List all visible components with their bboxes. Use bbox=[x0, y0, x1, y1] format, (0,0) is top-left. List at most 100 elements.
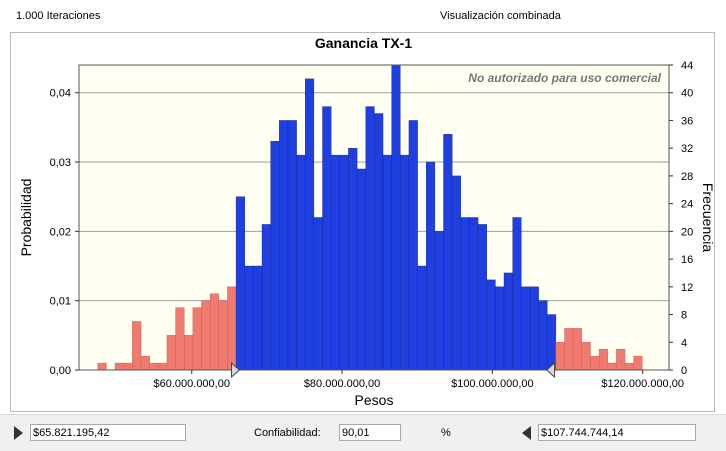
histogram-bar bbox=[503, 272, 513, 371]
y-right-tick-label: 36 bbox=[681, 115, 693, 127]
histogram-bar bbox=[356, 168, 366, 371]
tail-bar bbox=[123, 362, 133, 371]
x-tick-label: $100.000.000,00 bbox=[451, 378, 534, 390]
y-right-tick-label: 24 bbox=[681, 199, 693, 211]
y-left-tick-label: 0,00 bbox=[50, 365, 71, 377]
histogram-bar bbox=[469, 217, 479, 371]
x-tick-label: $80.000.000,00 bbox=[304, 378, 380, 390]
tail-bar bbox=[201, 300, 211, 371]
histogram-bar bbox=[313, 217, 323, 371]
histogram-bar bbox=[495, 286, 505, 371]
histogram-bar bbox=[374, 113, 384, 371]
histogram-bar bbox=[382, 154, 392, 371]
histogram-bar bbox=[330, 154, 341, 371]
y-right-tick-label: 32 bbox=[681, 143, 693, 155]
histogram-bar bbox=[408, 120, 418, 371]
tail-bar bbox=[633, 355, 643, 371]
lower-bound-input[interactable] bbox=[30, 424, 186, 441]
histogram-bar bbox=[426, 161, 436, 371]
upper-grabber-marker-icon bbox=[545, 361, 556, 379]
tail-bar bbox=[97, 362, 107, 371]
y-right-tick-label: 40 bbox=[681, 88, 693, 100]
y-left-tick-label: 0,04 bbox=[50, 88, 71, 100]
histogram-bar bbox=[296, 154, 306, 371]
tail-bar bbox=[218, 300, 228, 371]
tail-bar bbox=[624, 362, 634, 371]
tail-bar bbox=[166, 335, 176, 371]
tail-bar bbox=[175, 307, 185, 371]
histogram-bar bbox=[434, 231, 444, 371]
y-left-axis-title: Probabilidad bbox=[18, 179, 34, 257]
histogram-bar bbox=[477, 224, 487, 371]
histogram-bar bbox=[270, 141, 280, 371]
histogram-bar bbox=[547, 314, 557, 371]
tail-bar bbox=[598, 349, 608, 371]
tail-bar bbox=[132, 321, 142, 371]
histogram-bar bbox=[417, 265, 427, 371]
histogram-bar bbox=[460, 217, 470, 371]
y-right-axis-title: Frecuencia bbox=[700, 183, 716, 252]
histogram-bar bbox=[391, 64, 401, 371]
histogram-bar bbox=[365, 106, 375, 371]
tail-bar bbox=[607, 362, 617, 371]
percent-sign: % bbox=[441, 427, 451, 439]
histogram-bar bbox=[451, 175, 462, 371]
tail-bar bbox=[616, 349, 626, 371]
histogram-bar bbox=[486, 279, 496, 371]
certainty-label: Confiabilidad: bbox=[254, 427, 321, 439]
certainty-bar: Confiabilidad: % bbox=[0, 414, 726, 451]
histogram-chart: 0,00 0,01 0,02 0,03 0,04 0 4 8 12 16 20 24 28 32 36 40 4… bbox=[18, 60, 716, 408]
upper-grabber-icon[interactable] bbox=[522, 426, 531, 440]
y-left-tick-label: 0,02 bbox=[50, 226, 71, 238]
y-right-tick-label: 8 bbox=[681, 310, 687, 322]
y-right-tick-label: 16 bbox=[681, 254, 693, 266]
histogram-bar bbox=[244, 265, 254, 371]
y-right-tick-label: 12 bbox=[681, 282, 693, 294]
tail-bar bbox=[209, 293, 219, 371]
y-left-tick-label: 0,01 bbox=[50, 296, 71, 308]
watermark-text: No autorizado para uso comercial bbox=[468, 71, 661, 85]
histogram-bar bbox=[512, 217, 522, 371]
histogram-bar bbox=[305, 78, 315, 371]
histogram-bar bbox=[322, 106, 332, 371]
plot-border bbox=[78, 64, 670, 371]
upper-bound-input[interactable] bbox=[538, 424, 696, 441]
y-left-tick-label: 0,03 bbox=[50, 157, 71, 169]
histogram-bar bbox=[253, 265, 263, 371]
tail-bar bbox=[114, 362, 124, 371]
histogram-bar bbox=[339, 154, 349, 371]
chart-panel: Ganancia TX-1 0,00 0,01 0,02 0,03 0,04 0 4 8 12 1… bbox=[10, 32, 716, 412]
tail-bar bbox=[572, 328, 583, 371]
histogram-bar bbox=[261, 224, 271, 371]
histogram-bar bbox=[529, 286, 539, 371]
histogram-bar bbox=[235, 196, 245, 371]
x-tick-label: $60.000.000,00 bbox=[154, 378, 230, 390]
y-right-tick-label: 20 bbox=[681, 226, 693, 238]
tail-bar bbox=[590, 355, 600, 371]
certainty-input[interactable] bbox=[339, 424, 401, 441]
lower-grabber-marker-icon bbox=[230, 361, 241, 379]
tail-bar bbox=[158, 362, 168, 371]
tail-bar bbox=[184, 335, 194, 371]
tail-bar bbox=[149, 362, 159, 371]
tail-bar bbox=[140, 355, 150, 371]
histogram-bar bbox=[348, 147, 358, 371]
trials-count: 1.000 Iteraciones bbox=[16, 10, 101, 22]
y-right-tick-label: 28 bbox=[681, 171, 693, 183]
tail-bar bbox=[564, 328, 574, 371]
y-right-tick-label: 0 bbox=[681, 365, 687, 377]
histogram-bar bbox=[443, 134, 453, 371]
x-axis-title: Pesos bbox=[355, 392, 394, 408]
y-right-tick-label: 44 bbox=[681, 60, 693, 72]
y-right-tick-label: 4 bbox=[681, 337, 687, 349]
histogram-bar bbox=[287, 120, 297, 371]
forecast-header: 1.000 Iteraciones Visualización combinad… bbox=[0, 0, 726, 32]
tail-bar bbox=[555, 342, 565, 371]
lower-grabber-icon[interactable] bbox=[14, 426, 23, 440]
histogram-bar bbox=[279, 120, 289, 371]
tail-bar bbox=[227, 286, 237, 371]
view-mode-label[interactable]: Visualización combinada bbox=[440, 10, 561, 22]
tail-bar bbox=[581, 342, 591, 371]
histogram-bar bbox=[538, 300, 548, 371]
histogram-bar bbox=[521, 286, 531, 371]
